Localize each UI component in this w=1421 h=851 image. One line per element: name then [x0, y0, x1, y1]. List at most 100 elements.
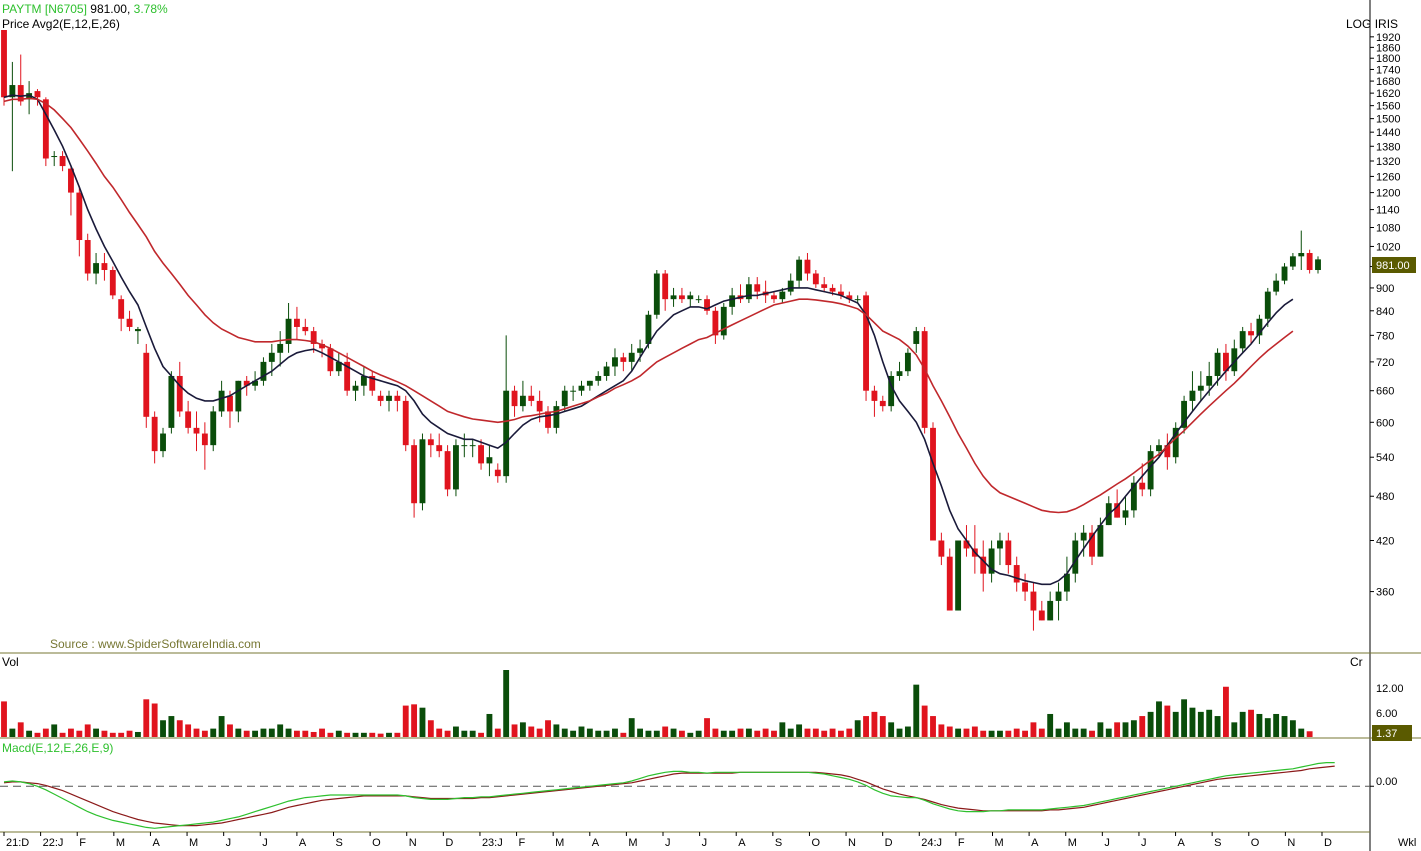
- volume-bar: [963, 728, 970, 737]
- volume-bar: [134, 731, 141, 737]
- candle-body: [779, 291, 786, 300]
- price-tick-label: 1440: [1376, 127, 1400, 139]
- volume-bar: [419, 707, 426, 737]
- volume-bar: [511, 724, 518, 737]
- candle-body: [586, 380, 593, 386]
- volume-bar: [536, 728, 543, 737]
- candle-body: [1231, 348, 1238, 372]
- candle-body: [1172, 427, 1179, 458]
- volume-bar: [1264, 718, 1271, 737]
- volume-label: Vol: [2, 655, 19, 669]
- macd-signal-line: [3, 765, 1335, 827]
- candle-body: [1080, 532, 1087, 541]
- candle-body: [218, 390, 225, 412]
- volume-bar: [1206, 709, 1213, 737]
- month-label: M: [555, 837, 564, 849]
- volume-bar: [469, 730, 476, 737]
- volume-bar: [1223, 686, 1229, 737]
- candle-body: [1298, 253, 1305, 257]
- header-right: LOG IRIS: [1346, 17, 1398, 31]
- volume-bar: [1105, 728, 1112, 737]
- candle-body: [277, 343, 284, 353]
- volume-bar: [168, 716, 175, 737]
- volume-bar: [1030, 722, 1037, 737]
- symbol-label: PAYTM [N6705]: [2, 2, 87, 16]
- log-toggle[interactable]: LOG: [1346, 17, 1372, 31]
- volume-bar: [1139, 716, 1146, 737]
- last-price: 981.00,: [90, 2, 131, 16]
- candle-body: [1063, 573, 1070, 592]
- volume-bar: [612, 728, 618, 737]
- volume-bar: [1164, 705, 1171, 737]
- candle-body: [1030, 591, 1037, 611]
- candle-body: [695, 299, 702, 301]
- volume-bar: [637, 728, 644, 737]
- candle-body: [402, 400, 409, 446]
- volume-bar: [1214, 716, 1221, 737]
- candlestick-series: [1, 30, 1321, 631]
- price-tick-label: 1500: [1376, 114, 1400, 126]
- volume-bar: [1147, 711, 1154, 737]
- candle-body: [268, 352, 275, 362]
- candle-body: [511, 390, 518, 407]
- candle-body: [1, 30, 7, 98]
- candle-body: [670, 295, 677, 300]
- volume-bar: [427, 720, 434, 737]
- volume-bar: [687, 732, 694, 737]
- month-label: J: [226, 837, 232, 849]
- price-tick-label: 1740: [1376, 64, 1400, 76]
- volume-bar: [997, 730, 1003, 737]
- candle-body: [17, 85, 24, 102]
- volume-bar: [327, 732, 334, 737]
- volume-bar: [1298, 728, 1305, 737]
- candle-body: [377, 395, 384, 401]
- volume-bar: [1063, 722, 1070, 737]
- volume-bar: [578, 726, 585, 737]
- volume-bar: [771, 730, 777, 737]
- candle-body: [645, 314, 652, 344]
- candle-body: [980, 556, 987, 574]
- volume-unit: Cr: [1350, 655, 1363, 669]
- month-label: 21:D: [6, 837, 29, 849]
- candle-body: [904, 352, 911, 372]
- candle-body: [1005, 540, 1012, 566]
- candle-body: [453, 445, 459, 490]
- volume-bar: [319, 728, 325, 737]
- candle-body: [1264, 291, 1271, 319]
- candle-body: [1156, 445, 1162, 452]
- volume-bar: [494, 728, 501, 737]
- candle-body: [578, 385, 585, 391]
- month-label: D: [1324, 837, 1332, 849]
- volume-bar: [260, 728, 267, 737]
- volume-bar: [971, 726, 978, 737]
- candle-body: [1022, 582, 1028, 592]
- volume-bar: [436, 728, 443, 737]
- volume-bar: [93, 728, 99, 737]
- volume-bar: [595, 730, 602, 737]
- volume-bar: [1089, 730, 1095, 737]
- volume-bar: [796, 724, 803, 737]
- volume-bar: [310, 731, 317, 737]
- month-label: A: [152, 837, 160, 849]
- volume-badge: 1.37: [1376, 728, 1397, 740]
- volume-bar: [486, 713, 493, 737]
- candle-body: [888, 375, 895, 407]
- volume-bar: [921, 705, 928, 737]
- volume-bar: [570, 730, 577, 737]
- volume-bar: [1281, 716, 1288, 737]
- volume-bar: [294, 730, 300, 737]
- candle-body: [1256, 318, 1263, 336]
- candle-body: [704, 299, 710, 311]
- volume-bar: [126, 730, 133, 737]
- month-label: A: [1031, 837, 1039, 849]
- candle-body: [1013, 565, 1020, 583]
- volume-bar: [1114, 722, 1121, 737]
- candle-body: [829, 287, 836, 292]
- volume-bar: [745, 728, 752, 737]
- candle-body: [787, 280, 794, 292]
- volume-bar: [461, 730, 468, 737]
- candle-body: [1181, 400, 1188, 428]
- candle-body: [319, 343, 325, 349]
- volume-bar: [938, 724, 945, 737]
